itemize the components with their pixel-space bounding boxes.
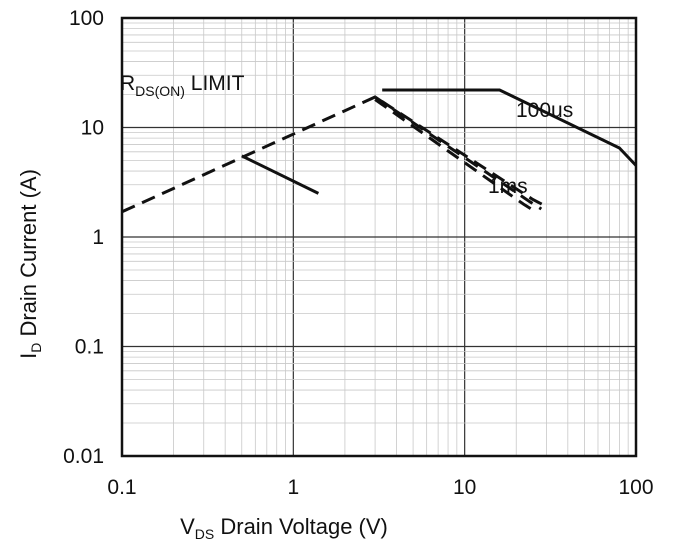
x-tick-label: 100 <box>618 476 653 499</box>
series-line-100ms <box>374 98 537 214</box>
series-layer <box>121 88 638 214</box>
series-line-100us <box>382 88 638 167</box>
y-tick-label: 1 <box>92 226 104 249</box>
rds-on-limit-label: RDS(ON) LIMIT <box>120 72 245 99</box>
grid-lines <box>121 18 636 457</box>
y-tick-label: 10 <box>81 117 104 140</box>
y-tick-label: 0.01 <box>63 445 104 468</box>
y-tick-label: 0.1 <box>75 336 104 359</box>
series-line-dc <box>241 154 320 195</box>
plot-frame <box>120 16 638 458</box>
label-1ms: 1ms <box>488 175 528 198</box>
y-tick-label: 100 <box>69 7 104 30</box>
label-100us: 100us <box>516 99 573 122</box>
y-axis-title: ID Drain Current (A) <box>16 169 44 359</box>
x-tick-label: 1 <box>287 476 299 499</box>
x-tick-label: 0.1 <box>107 476 136 499</box>
series-line-1ms <box>121 95 548 214</box>
x-tick-label: 10 <box>453 476 476 499</box>
x-axis-title: VDS Drain Voltage (V) <box>180 514 388 542</box>
series-line-10ms <box>374 95 543 211</box>
